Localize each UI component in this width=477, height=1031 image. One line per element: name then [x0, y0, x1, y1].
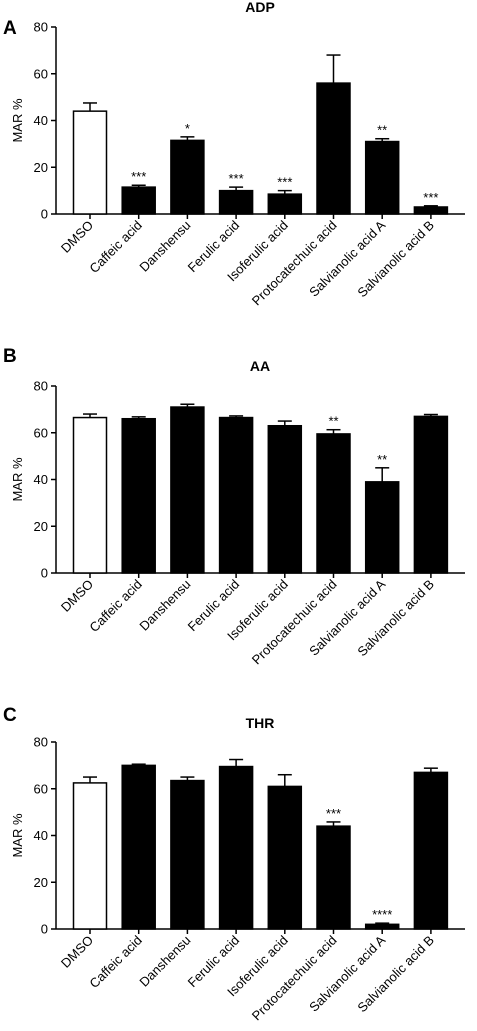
bar — [267, 785, 303, 930]
significance-label: * — [185, 121, 190, 136]
bar — [170, 139, 205, 215]
y-axis-label: MAR % — [10, 457, 25, 502]
bar — [121, 764, 156, 930]
bar — [413, 771, 449, 930]
x-tick-label: Protocatechuic acid — [249, 218, 340, 309]
significance-label: *** — [423, 190, 438, 205]
chart-title: AA — [250, 358, 270, 374]
significance-label: ** — [328, 414, 338, 429]
y-tick-label: 20 — [34, 519, 48, 534]
y-tick-label: 80 — [34, 20, 48, 35]
x-tick-label: DMSO — [58, 933, 96, 971]
panel-letter: B — [3, 346, 17, 367]
bar — [218, 416, 254, 574]
x-tick-label: DMSO — [58, 218, 96, 256]
bar — [364, 481, 400, 574]
y-tick-label: 40 — [34, 828, 48, 843]
y-tick-label: 60 — [34, 781, 48, 796]
x-tick-label: Protocatechuic acid — [249, 577, 340, 668]
significance-label: **** — [372, 907, 392, 922]
bar — [72, 110, 108, 215]
bar — [364, 923, 400, 930]
y-tick-label: 80 — [34, 379, 48, 394]
bar — [413, 415, 449, 574]
bar — [121, 186, 156, 215]
bar — [364, 140, 400, 215]
x-tick-label: DMSO — [58, 577, 96, 615]
y-tick-label: 80 — [34, 735, 48, 750]
y-tick-label: 0 — [41, 566, 48, 581]
significance-label: *** — [131, 169, 146, 184]
bar — [267, 193, 303, 215]
significance-label: ** — [377, 452, 387, 467]
y-tick-label: 20 — [34, 160, 48, 175]
bar — [121, 417, 156, 574]
x-tick-label: Protocatechuic acid — [249, 933, 340, 1024]
bar — [316, 825, 351, 930]
x-tick-label: Caffeic acid — [86, 218, 144, 276]
panel-letter: A — [3, 18, 17, 39]
bar — [316, 433, 351, 574]
bar — [413, 206, 449, 215]
y-tick-label: 20 — [34, 875, 48, 890]
chart-title: ADP — [245, 0, 275, 15]
y-tick-label: 60 — [34, 425, 48, 440]
bar — [72, 416, 108, 574]
bar — [218, 189, 254, 215]
y-tick-label: 40 — [34, 472, 48, 487]
y-axis-label: MAR % — [10, 98, 25, 143]
significance-label: ** — [377, 123, 387, 138]
y-tick-label: 40 — [34, 113, 48, 128]
y-tick-label: 0 — [41, 207, 48, 222]
y-tick-label: 60 — [34, 66, 48, 81]
y-axis-label: MAR % — [10, 813, 25, 858]
bar — [170, 779, 205, 930]
bar — [267, 424, 303, 574]
bar — [170, 406, 205, 574]
bar — [316, 82, 351, 215]
significance-label: *** — [326, 806, 341, 821]
bar — [218, 765, 254, 930]
x-tick-label: Caffeic acid — [86, 933, 144, 991]
chart-title: THR — [246, 715, 275, 731]
significance-label: *** — [229, 171, 244, 186]
bar — [72, 782, 108, 930]
panel-letter: C — [3, 705, 17, 726]
significance-label: *** — [277, 175, 292, 190]
x-tick-label: Caffeic acid — [86, 577, 144, 635]
y-tick-label: 0 — [41, 922, 48, 937]
